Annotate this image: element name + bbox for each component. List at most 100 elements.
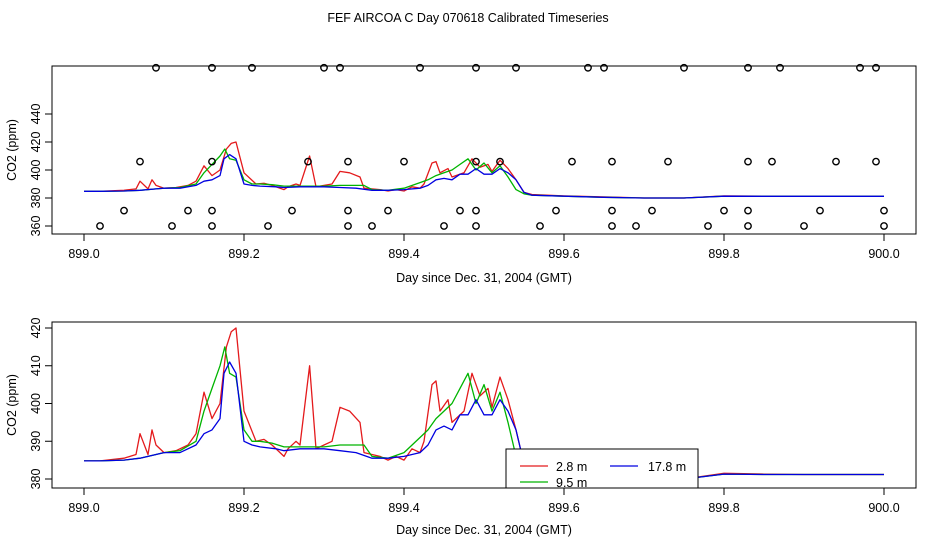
figure-title: FEF AIRCOA C Day 070618 Calibrated Times… bbox=[327, 11, 608, 25]
data-point-circle bbox=[776, 63, 784, 72]
y-tick-label: 380 bbox=[29, 469, 43, 490]
data-point-circle bbox=[400, 157, 408, 166]
bottom-series-layer bbox=[84, 327, 884, 480]
top-plot-frame bbox=[51, 65, 917, 235]
x-tick-label: 899.6 bbox=[548, 247, 579, 261]
series-line-9-5-mm bbox=[84, 346, 884, 480]
top-panel: 899.0 899.2 899.4 899.6 899.8 900.0 360 380 400… bbox=[5, 63, 917, 285]
data-point-circle bbox=[208, 222, 216, 230]
series-line-17-8-mm bbox=[84, 153, 884, 199]
legend-label-17-8m: 17.8 m bbox=[648, 460, 686, 474]
y-tick-label: 410 bbox=[29, 355, 43, 376]
legend-label-9-5m: 9.5 m bbox=[556, 476, 587, 490]
data-point-circle bbox=[680, 63, 688, 72]
data-point-circle bbox=[304, 157, 312, 166]
bottom-x-axis-label: Day since Dec. 31, 2004 (GMT) bbox=[396, 523, 572, 537]
data-point-circle bbox=[584, 63, 592, 72]
data-point-circle bbox=[744, 222, 752, 230]
data-point-circle bbox=[744, 157, 752, 166]
x-tick-label: 899.8 bbox=[708, 501, 739, 515]
bottom-panel: 899.0 899.2 899.4 899.6 899.8 900.0 380 390 400… bbox=[5, 318, 917, 537]
x-tick-label: 899.6 bbox=[548, 501, 579, 515]
legend-label-2-8m: 2.8 m bbox=[556, 460, 587, 474]
y-tick-label: 390 bbox=[29, 431, 43, 452]
data-point-circle bbox=[632, 222, 640, 230]
data-point-circle bbox=[320, 63, 328, 72]
top-x-axis-label: Day since Dec. 31, 2004 (GMT) bbox=[396, 271, 572, 285]
series-line-2-8-mm bbox=[84, 141, 884, 199]
data-point-circle bbox=[136, 157, 144, 166]
data-point-circle bbox=[600, 63, 608, 72]
data-point-circle bbox=[152, 63, 160, 72]
data-point-circle bbox=[472, 222, 480, 230]
x-tick-label: 900.0 bbox=[868, 501, 899, 515]
top-y-axis-label: CO2 (ppm) bbox=[5, 119, 19, 181]
x-tick-label: 900.0 bbox=[868, 247, 899, 261]
data-point-circle bbox=[720, 206, 728, 215]
data-point-circle bbox=[456, 206, 464, 215]
data-point-circle bbox=[880, 206, 888, 215]
data-point-circle bbox=[664, 157, 672, 166]
x-tick-label: 899.4 bbox=[388, 247, 419, 261]
data-point-circle bbox=[816, 206, 824, 215]
data-point-circle bbox=[336, 63, 344, 72]
data-point-circle bbox=[552, 206, 560, 215]
data-point-circle bbox=[536, 222, 544, 230]
data-point-circle bbox=[472, 157, 480, 166]
data-point-circle bbox=[856, 63, 864, 72]
data-point-circle bbox=[800, 222, 808, 230]
data-point-circle bbox=[472, 206, 480, 215]
data-point-circle bbox=[872, 63, 880, 72]
bottom-y-axis-label: CO2 (ppm) bbox=[5, 374, 19, 436]
data-point-circle bbox=[208, 157, 216, 166]
data-point-circle bbox=[120, 206, 128, 215]
data-point-circle bbox=[208, 63, 216, 72]
bottom-y-axis: 380 390 400 410 420 bbox=[29, 318, 52, 490]
y-tick-label: 420 bbox=[29, 132, 43, 153]
data-point-circle bbox=[288, 206, 296, 215]
top-x-axis: 899.0 899.2 899.4 899.6 899.8 900.0 bbox=[68, 234, 900, 261]
data-point-circle bbox=[608, 222, 616, 230]
y-tick-label: 380 bbox=[29, 188, 43, 209]
top-series-layer bbox=[84, 141, 884, 199]
data-point-circle bbox=[832, 157, 840, 166]
y-tick-label: 400 bbox=[29, 160, 43, 181]
x-tick-label: 899.0 bbox=[68, 247, 99, 261]
y-tick-label: 440 bbox=[29, 104, 43, 125]
data-point-circle bbox=[880, 222, 888, 230]
data-point-circle bbox=[344, 157, 352, 166]
data-point-circle bbox=[608, 157, 616, 166]
y-tick-label: 400 bbox=[29, 393, 43, 414]
bottom-x-axis: 899.0 899.2 899.4 899.6 899.8 900.0 bbox=[68, 488, 900, 515]
data-point-circle bbox=[704, 222, 712, 230]
y-tick-label: 360 bbox=[29, 216, 43, 237]
data-point-circle bbox=[248, 63, 256, 72]
data-point-circle bbox=[568, 157, 576, 166]
data-point-circle bbox=[608, 206, 616, 215]
legend: 2.8 m 17.8 m 9.5 m bbox=[505, 448, 699, 490]
data-point-circle bbox=[344, 206, 352, 215]
top-y-axis: 360 380 400 420 440 bbox=[29, 104, 52, 237]
series-line-2-8-mm bbox=[84, 327, 884, 480]
x-tick-label: 899.0 bbox=[68, 501, 99, 515]
data-point-circle bbox=[184, 206, 192, 215]
data-point-circle bbox=[768, 157, 776, 166]
x-tick-label: 899.4 bbox=[388, 501, 419, 515]
data-point-circle bbox=[168, 222, 176, 230]
top-points-layer bbox=[96, 63, 888, 230]
x-tick-label: 899.8 bbox=[708, 247, 739, 261]
data-point-circle bbox=[744, 63, 752, 72]
data-point-circle bbox=[368, 222, 376, 230]
y-tick-label: 420 bbox=[29, 318, 43, 339]
data-point-circle bbox=[384, 206, 392, 215]
x-tick-label: 899.2 bbox=[228, 247, 259, 261]
data-point-circle bbox=[440, 222, 448, 230]
data-point-circle bbox=[264, 222, 272, 230]
data-point-circle bbox=[96, 222, 104, 230]
bottom-plot-frame bbox=[51, 321, 917, 489]
data-point-circle bbox=[472, 63, 480, 72]
data-point-circle bbox=[512, 63, 520, 72]
data-point-circle bbox=[496, 157, 504, 166]
data-point-circle bbox=[344, 222, 352, 230]
